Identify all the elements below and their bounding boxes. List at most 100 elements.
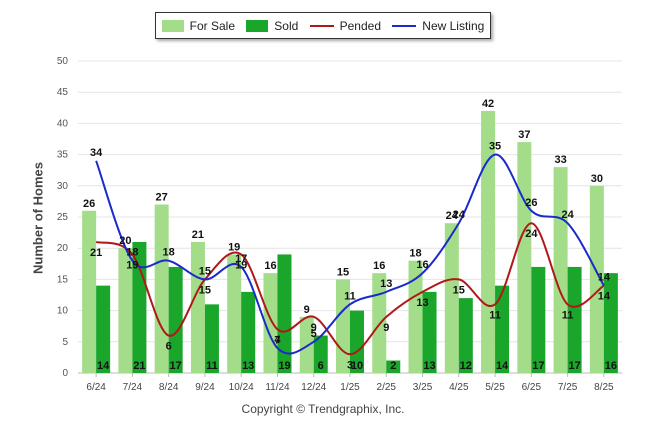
line-pended (95, 222, 605, 356)
y-tick-label: 15 (57, 274, 69, 285)
legend-item-sold: Sold (246, 19, 298, 33)
x-tick-label: 2/25 (377, 382, 397, 393)
y-tick-label: 25 (57, 212, 69, 223)
data-label-pended: 11 (489, 309, 501, 321)
data-label-for-sale: 18 (409, 248, 421, 260)
x-tick-label: 5/25 (485, 382, 505, 393)
data-label-sold: 16 (605, 360, 617, 372)
legend-swatch-for-sale (161, 19, 184, 32)
y-tick-label: 0 (62, 368, 68, 379)
bar-sold (495, 285, 510, 373)
data-label-sold: 14 (496, 360, 509, 372)
data-label-pended: 15 (453, 284, 465, 296)
data-label-for-sale: 16 (373, 260, 385, 272)
data-label-sold: 13 (423, 360, 435, 372)
data-label-for-sale: 33 (554, 154, 566, 166)
data-label-pended: 3 (347, 359, 353, 371)
bar-sold (168, 266, 183, 373)
data-label-new-listing: 4 (274, 334, 281, 346)
data-label-pended: 15 (199, 284, 211, 296)
copyright-text: Copyright © Trendgraphix, Inc. (241, 402, 405, 416)
x-tick-label: 6/24 (86, 382, 106, 393)
data-label-new-listing: 18 (163, 247, 175, 259)
x-tick-label: 3/25 (413, 382, 433, 393)
x-tick-label: 8/24 (159, 382, 179, 393)
data-label-sold: 21 (133, 360, 145, 372)
bar-sold (603, 273, 618, 373)
legend-label-sold: Sold (274, 18, 299, 33)
data-label-pended: 19 (126, 259, 138, 271)
data-label-sold: 19 (278, 360, 290, 372)
data-label-sold: 6 (318, 360, 324, 372)
data-label-sold: 2 (390, 360, 396, 372)
data-label-pended: 6 (166, 341, 172, 353)
x-tick-label: 8/25 (594, 382, 614, 393)
data-label-pended: 14 (598, 291, 611, 303)
bar-sold (350, 310, 364, 373)
chart-legend: For Sale Sold Pended New Listing (155, 12, 491, 39)
x-tick-label: 9/24 (195, 382, 215, 393)
data-label-for-sale: 26 (83, 198, 95, 210)
bar-sold (531, 266, 546, 373)
data-label-pended: 24 (525, 228, 538, 240)
data-label-new-listing: 35 (489, 141, 501, 153)
x-tick-label: 6/25 (522, 382, 542, 393)
legend-swatch-new-listing (392, 24, 417, 27)
bar-for-sale (154, 204, 169, 373)
data-label-sold: 17 (568, 360, 580, 372)
data-label-new-listing: 5 (311, 328, 317, 340)
data-label-for-sale: 21 (192, 229, 204, 241)
bar-for-sale (408, 260, 423, 373)
data-label-for-sale: 20 (119, 235, 131, 247)
x-tick-label: 11/24 (265, 382, 290, 393)
x-tick-label: 4/25 (449, 382, 469, 393)
data-label-pended: 13 (416, 297, 428, 309)
legend-label-for-sale: For Sale (189, 18, 235, 33)
bar-for-sale (336, 279, 350, 373)
bar-for-sale (118, 248, 133, 373)
data-label-for-sale: 24 (446, 210, 459, 222)
data-label-for-sale: 42 (482, 98, 494, 110)
data-label-sold: 14 (97, 360, 110, 372)
data-label-pended: 9 (383, 322, 389, 334)
bar-for-sale (444, 223, 459, 373)
bar-for-sale (517, 142, 532, 373)
y-tick-label: 30 (57, 181, 69, 192)
legend-label-pended: Pended (339, 18, 381, 33)
x-tick-label: 7/24 (123, 382, 143, 393)
y-tick-label: 45 (57, 87, 69, 98)
data-label-new-listing: 16 (416, 259, 428, 271)
bar-sold (204, 304, 219, 373)
data-label-for-sale: 27 (156, 192, 168, 204)
x-tick-label: 7/25 (558, 382, 578, 393)
bar-sold (96, 285, 111, 373)
data-label-sold: 17 (170, 360, 182, 372)
legend-item-for-sale: For Sale (161, 18, 235, 33)
data-label-for-sale: 16 (264, 260, 276, 272)
data-label-for-sale: 19 (228, 241, 240, 253)
data-label-new-listing: 34 (90, 147, 103, 159)
data-label-sold: 10 (351, 360, 363, 372)
data-label-new-listing: 11 (344, 290, 356, 302)
data-label-pended: 9 (311, 322, 317, 334)
y-tick-label: 10 (57, 306, 69, 317)
data-label-pended: 21 (90, 247, 102, 259)
bar-sold (386, 360, 401, 373)
data-label-sold: 13 (242, 360, 254, 372)
data-label-pended: 7 (274, 334, 280, 346)
bar-for-sale (227, 254, 242, 373)
bar-for-sale (299, 316, 314, 373)
x-tick-label: 12/24 (301, 382, 326, 393)
bar-sold (241, 291, 256, 373)
line-new-listing (95, 153, 605, 355)
data-label-for-sale: 30 (591, 173, 603, 185)
legend-item-pended: Pended (309, 18, 381, 33)
data-label-new-listing: 13 (380, 278, 392, 290)
bar-for-sale (553, 167, 568, 373)
data-label-new-listing: 24 (453, 209, 466, 221)
bar-sold (313, 335, 328, 373)
x-tick-label: 10/24 (229, 382, 254, 393)
data-label-for-sale: 37 (518, 129, 530, 141)
data-label-pended: 11 (562, 309, 574, 321)
